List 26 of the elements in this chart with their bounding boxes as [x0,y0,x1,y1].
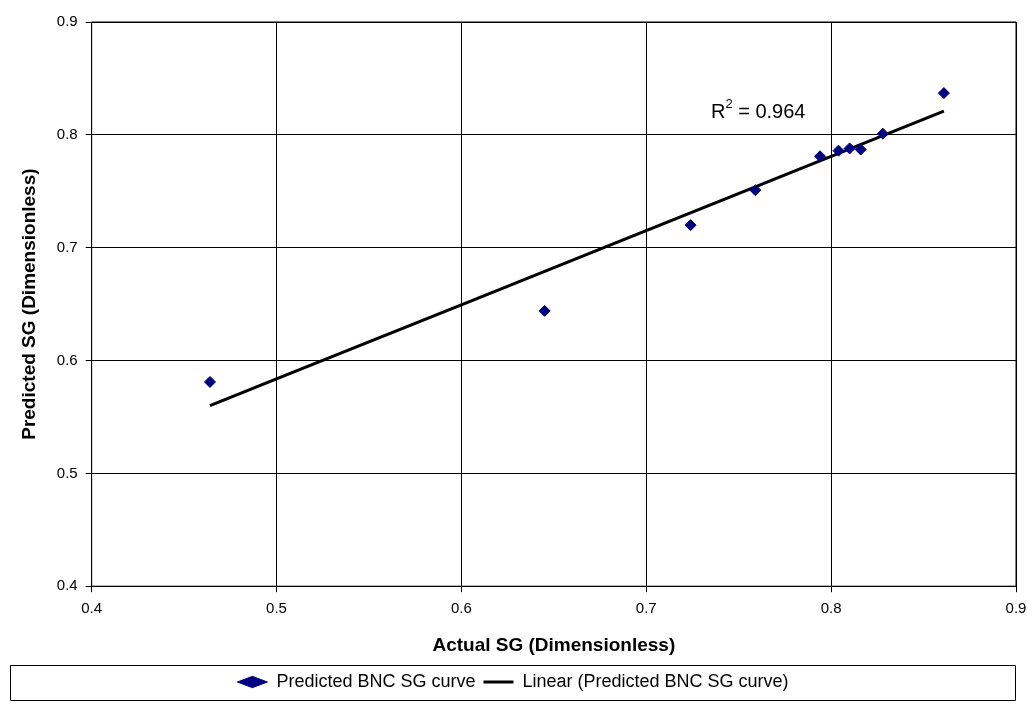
point [538,304,551,317]
x-axis-title: Actual SG (Dimensionless) [432,633,676,655]
point [814,150,827,163]
x-tick-label: 0.9 [1005,599,1027,617]
legend-label: Linear (Predicted BNC SG curve) [522,670,789,691]
point [854,143,867,156]
point [203,375,216,388]
point [937,87,950,100]
y-tick-label: 0.6 [56,350,78,368]
y-tick-label: 0.7 [56,237,78,255]
y-tick-label: 0.8 [56,124,78,142]
x-tick-label: 0.4 [81,599,103,617]
point [843,142,856,155]
point [749,184,762,197]
y-tick-label: 0.4 [56,576,78,594]
legend-label: Predicted BNC SG curve [276,670,476,691]
point [832,144,845,157]
x-tick-label: 0.7 [635,599,657,617]
y-axis-title: Predicted SG (Dimensionless) [17,168,39,440]
y-tick-label: 0.5 [56,463,78,481]
x-tick-label: 0.5 [266,599,287,617]
x-tick-label: 0.6 [450,599,472,617]
point [684,219,697,232]
point [876,127,889,140]
y-tick-label: 0.9 [56,12,78,30]
x-tick-label: 0.8 [820,599,842,617]
